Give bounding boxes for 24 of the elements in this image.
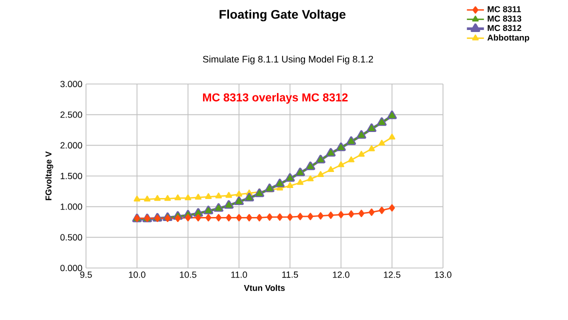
y-tick-label: 1.000: [60, 203, 82, 210]
legend-label: MC 8311: [488, 6, 521, 12]
x-tick-label: 12.0: [332, 272, 350, 278]
y-tick-label: 3.000: [60, 80, 82, 88]
x-tick-label: 9.5: [80, 272, 92, 278]
x-axis-title: Vtun Volts: [244, 284, 285, 291]
x-tick-label: 10.5: [180, 272, 196, 278]
x-tick-label: 10.0: [128, 272, 146, 278]
legend-label: MC 8312: [488, 25, 522, 32]
chart-subtitle: Simulate Fig 8.1.1 Using Model Fig 8.1.2: [202, 56, 373, 64]
legend-label: Abbottanp: [487, 34, 530, 42]
y-tick-label: 2.500: [60, 111, 82, 118]
y-axis-title: FGvoltage V: [45, 151, 54, 200]
x-tick-label: 11.0: [231, 272, 248, 278]
y-tick-label: 0.000: [60, 264, 82, 272]
x-tick-label: 11.5: [282, 272, 298, 278]
legend-label: MC 8313: [488, 16, 522, 22]
x-tick-label: 13.0: [434, 272, 452, 278]
x-tick-label: 12.5: [384, 272, 400, 278]
chart-title: Floating Gate Voltage: [220, 10, 346, 22]
y-tick-label: 0.500: [60, 234, 82, 241]
y-tick-label: 2.000: [60, 142, 82, 149]
annotation: MC 8313 overlays MC 8312: [203, 93, 348, 104]
y-tick-label: 1.500: [60, 172, 82, 180]
